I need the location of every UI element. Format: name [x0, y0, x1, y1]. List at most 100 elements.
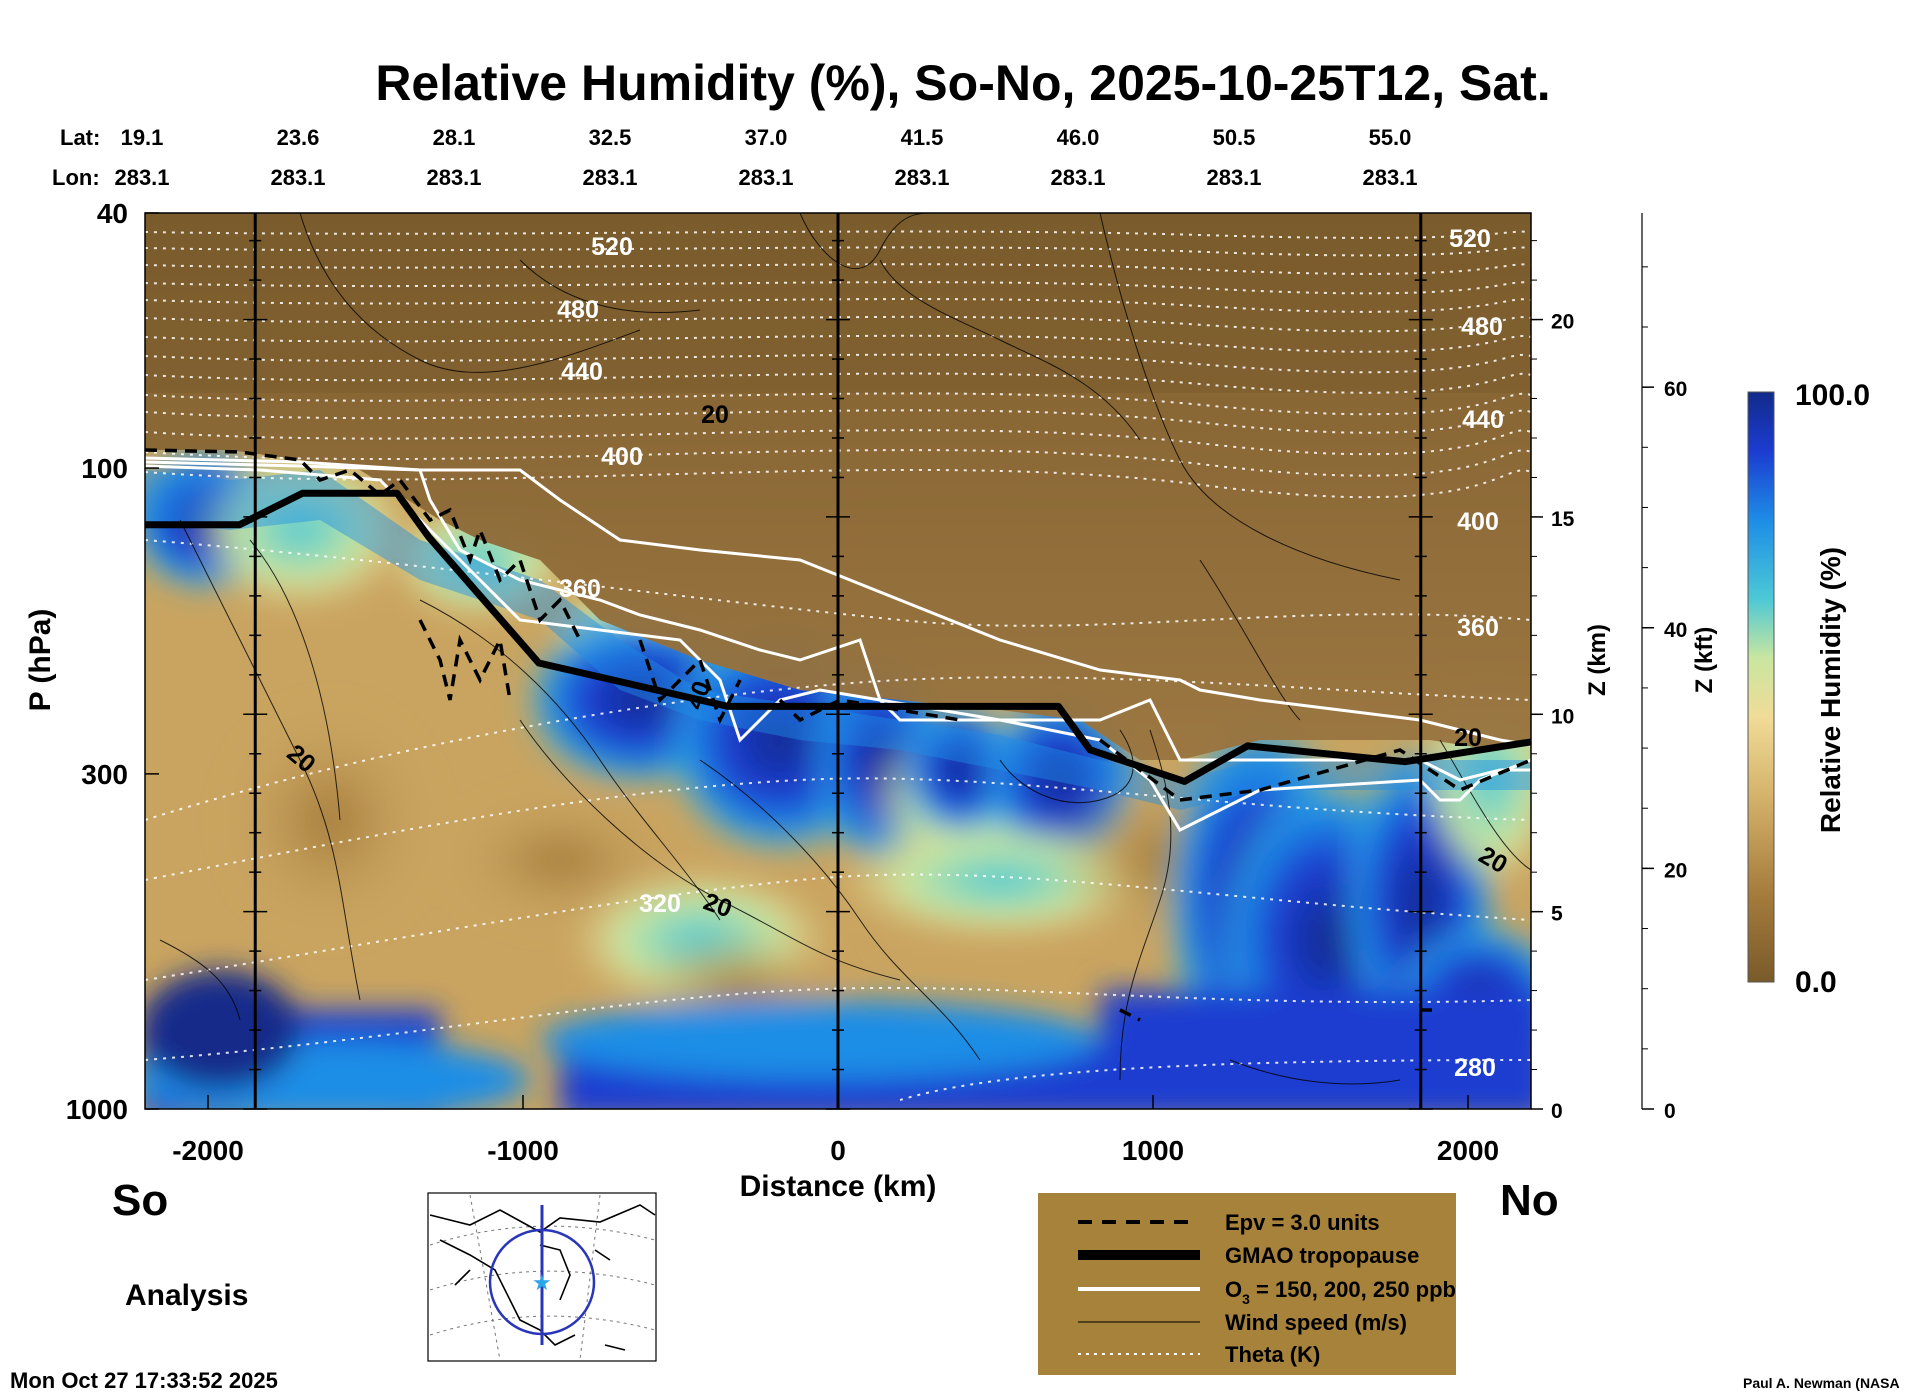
theta-label: 480	[557, 296, 599, 324]
wind-contour	[1119, 729, 1172, 1081]
wind-contour	[299, 213, 641, 373]
wind-contour	[879, 259, 1141, 441]
theta-label: 520	[591, 233, 633, 261]
theta-label: 480	[1461, 313, 1503, 341]
theta-labels: 520 480 440 400 360 320 520 480 440 400 360 280	[557, 225, 1504, 1082]
theta-label: 440	[561, 358, 603, 386]
theta-line	[145, 334, 1531, 353]
zkft-tick-label: 60	[1664, 378, 1687, 401]
wind-contour	[519, 719, 901, 981]
theta-line	[145, 449, 1531, 477]
ozone-contour	[145, 464, 1531, 832]
lon-value: 283.1	[1050, 165, 1105, 190]
lat-value: 46.0	[1057, 125, 1100, 150]
ozone-contour	[145, 460, 1531, 782]
p-tick-label: 300	[81, 759, 128, 790]
wind-speed-contours	[159, 213, 1531, 1085]
zkm-tick-label: 10	[1551, 705, 1574, 728]
theta-label: 280	[1454, 1054, 1496, 1082]
lat-lon-columns: 19.1 283.1 23.6 283.1 28.1 283.1 32.5 283.1 37.0…	[114, 125, 1417, 190]
colorbar-min: 0.0	[1795, 966, 1837, 999]
z-km-axis: 0 5 10 15 20	[1531, 240, 1575, 1123]
lon-value: 283.1	[894, 165, 949, 190]
zkm-tick-label: 20	[1551, 311, 1574, 334]
chart-title: Relative Humidity (%), So-No, 2025-10-25…	[375, 55, 1550, 111]
epv-contour	[418, 619, 512, 701]
theta-label: 520	[1449, 225, 1491, 253]
theta-line	[145, 392, 1531, 416]
lon-value: 283.1	[1206, 165, 1261, 190]
wind-label: 20	[1454, 724, 1482, 752]
pressure-axis: 40 100 300 1000	[66, 198, 159, 1125]
wind-contour	[799, 213, 940, 270]
wind-contour	[1229, 1059, 1401, 1085]
lon-row-label: Lon:	[52, 165, 100, 190]
lon-value: 283.1	[1362, 165, 1417, 190]
theta-line	[145, 315, 1531, 333]
legend-tropopause-label: GMAO tropopause	[1225, 1243, 1419, 1268]
wind-contour	[519, 259, 701, 313]
distance-axis-label: Distance (km)	[740, 1170, 937, 1203]
north-label: No	[1500, 1176, 1559, 1225]
lat-value: 32.5	[589, 125, 632, 150]
wind-contour	[999, 729, 1134, 804]
ozone-contours	[145, 456, 1531, 832]
x-tick-label: 1000	[1122, 1135, 1184, 1166]
theta-line	[145, 539, 1531, 627]
theta-label: 360	[559, 575, 601, 603]
lat-value: 55.0	[1369, 125, 1412, 150]
lat-value: 19.1	[121, 125, 164, 150]
wind-label: 20	[701, 401, 729, 429]
wind-contour	[419, 599, 721, 921]
lat-value: 50.5	[1213, 125, 1256, 150]
theta-line	[145, 468, 1531, 499]
theta-line	[145, 246, 1531, 257]
epv-contour	[1098, 738, 1531, 802]
epv-contour	[145, 448, 582, 641]
timestamp: Mon Oct 27 17:33:52 2025	[10, 1368, 278, 1393]
p-tick-label: 100	[81, 453, 128, 484]
zkm-tick-label: 15	[1551, 508, 1575, 531]
legend-epv-label: Epv = 3.0 units	[1225, 1210, 1380, 1235]
z-km-axis-label: Z (km)	[1584, 624, 1611, 696]
theta-line	[145, 353, 1531, 374]
theta-line	[145, 372, 1531, 394]
zkft-tick-label: 20	[1664, 859, 1687, 882]
z-kft-axis-label: Z (kft)	[1691, 627, 1718, 694]
legend-wind-label: Wind speed (m/s)	[1225, 1310, 1407, 1335]
wind-contour	[1099, 213, 1401, 581]
epv-contour	[1119, 1008, 1440, 1022]
theta-line	[145, 230, 1531, 239]
tropopause-line	[145, 489, 1531, 785]
theta-label: 440	[1462, 406, 1504, 434]
x-tick-label: 2000	[1437, 1135, 1499, 1166]
colorbar	[1747, 391, 1775, 983]
theta-line	[145, 409, 1531, 434]
theta-line	[145, 298, 1531, 313]
lon-value: 283.1	[270, 165, 325, 190]
south-label: So	[112, 1176, 168, 1225]
epv-contour	[638, 639, 742, 725]
legend-theta-label: Theta (K)	[1225, 1342, 1320, 1367]
lat-value: 28.1	[433, 125, 476, 150]
lon-value: 283.1	[426, 165, 481, 190]
lon-value: 283.1	[114, 165, 169, 190]
x-tick-label: -1000	[487, 1135, 559, 1166]
zkm-tick-label: 0	[1551, 1100, 1563, 1123]
wind-contour	[249, 539, 341, 821]
lon-value: 283.1	[738, 165, 793, 190]
theta-line	[145, 676, 1531, 821]
lat-value: 23.6	[277, 125, 320, 150]
x-tick-label: 0	[830, 1135, 846, 1166]
legend: Epv = 3.0 units GMAO tropopause O3 = 150…	[1038, 1193, 1456, 1375]
theta-label: 360	[1457, 614, 1499, 642]
humidity-field	[145, 213, 1531, 1109]
lon-value: 283.1	[582, 165, 637, 190]
distance-axis: -2000 -1000 0 1000 2000	[172, 1095, 1499, 1166]
lat-value: 37.0	[745, 125, 788, 150]
theta-label: 320	[639, 890, 681, 918]
theta-label: 400	[1457, 508, 1499, 536]
wind-contour	[159, 939, 241, 1021]
theta-line	[145, 986, 1531, 1061]
